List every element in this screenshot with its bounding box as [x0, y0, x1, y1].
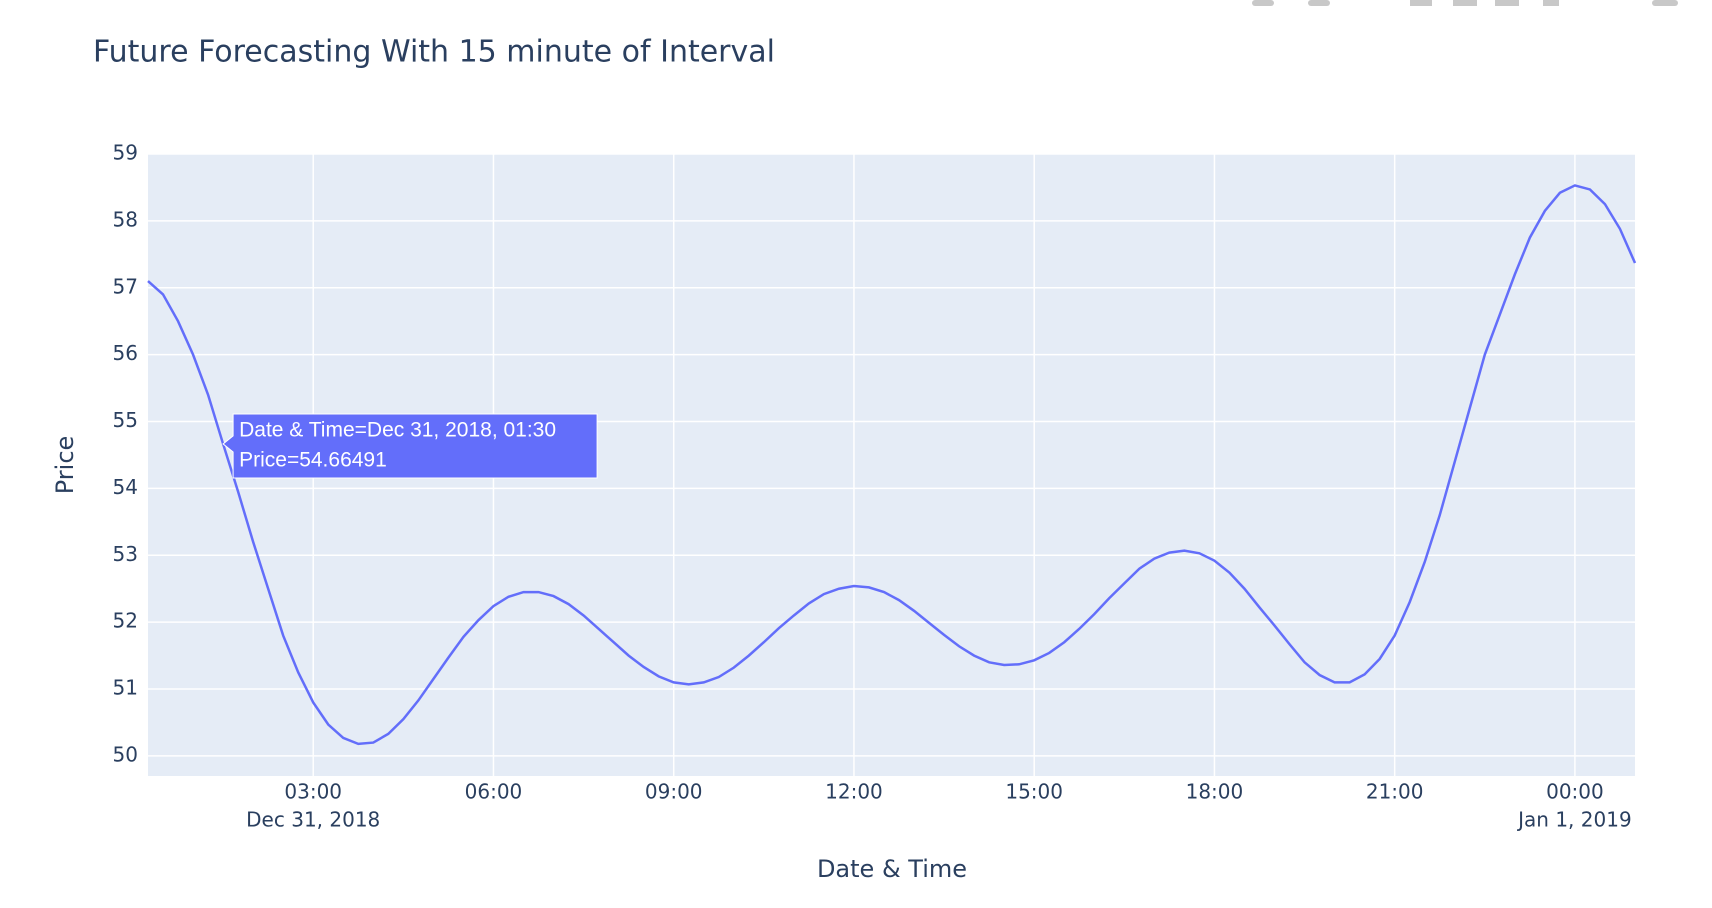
hover-label: Date & Time=Dec 31, 2018, 01:30 Price=54.… — [222, 413, 598, 479]
chart-title: Future Forecasting With 15 minute of Int… — [93, 35, 775, 70]
x-tick-date: Dec 31, 2018 — [246, 808, 380, 832]
y-tick-label: 56 — [113, 341, 138, 365]
line — [147, 184, 1637, 746]
toolbar-icon[interactable] — [1308, 0, 1330, 6]
y-tick-label: 55 — [113, 408, 138, 432]
y-tick-label: 59 — [113, 141, 138, 165]
x-tick-label: 12:00 — [825, 780, 883, 804]
y-axis-title: Price — [51, 436, 79, 495]
x-axis-title: Date & Time — [817, 855, 967, 883]
toolbar-icon[interactable] — [1453, 0, 1477, 6]
y-tick-label: 53 — [113, 542, 138, 566]
x-tick-date: Jan 1, 2019 — [1516, 808, 1632, 832]
toolbar — [1252, 0, 1678, 6]
x-tick-label: 09:00 — [645, 780, 703, 804]
x-tick-label: 06:00 — [465, 780, 523, 804]
x-tick-label: 15:00 — [1005, 780, 1063, 804]
toolbar-icon[interactable] — [1652, 0, 1678, 6]
y-tick-label: 52 — [113, 609, 138, 633]
toolbar-icon[interactable] — [1543, 0, 1559, 6]
y-tick-label: 54 — [113, 475, 138, 499]
y-tick-label: 57 — [113, 274, 138, 298]
toolbar-icon[interactable] — [1252, 0, 1274, 6]
y-tick-label: 51 — [113, 676, 138, 700]
x-tick-label: 00:00 — [1546, 780, 1604, 804]
toolbar-icon[interactable] — [1495, 0, 1519, 6]
x-tick-label: 21:00 — [1366, 780, 1424, 804]
x-tick-label: 18:00 — [1186, 780, 1244, 804]
hover-text: Date & Time=Dec 31, 2018, 01:30 — [239, 418, 556, 441]
hover-box — [222, 413, 598, 479]
x-tick-label: 03:00 — [284, 780, 342, 804]
y-tick-label: 50 — [113, 742, 138, 766]
toolbar-icon[interactable] — [1410, 0, 1432, 6]
y-tick-label: 58 — [113, 207, 138, 231]
hover-text: Price=54.66491 — [239, 448, 387, 471]
